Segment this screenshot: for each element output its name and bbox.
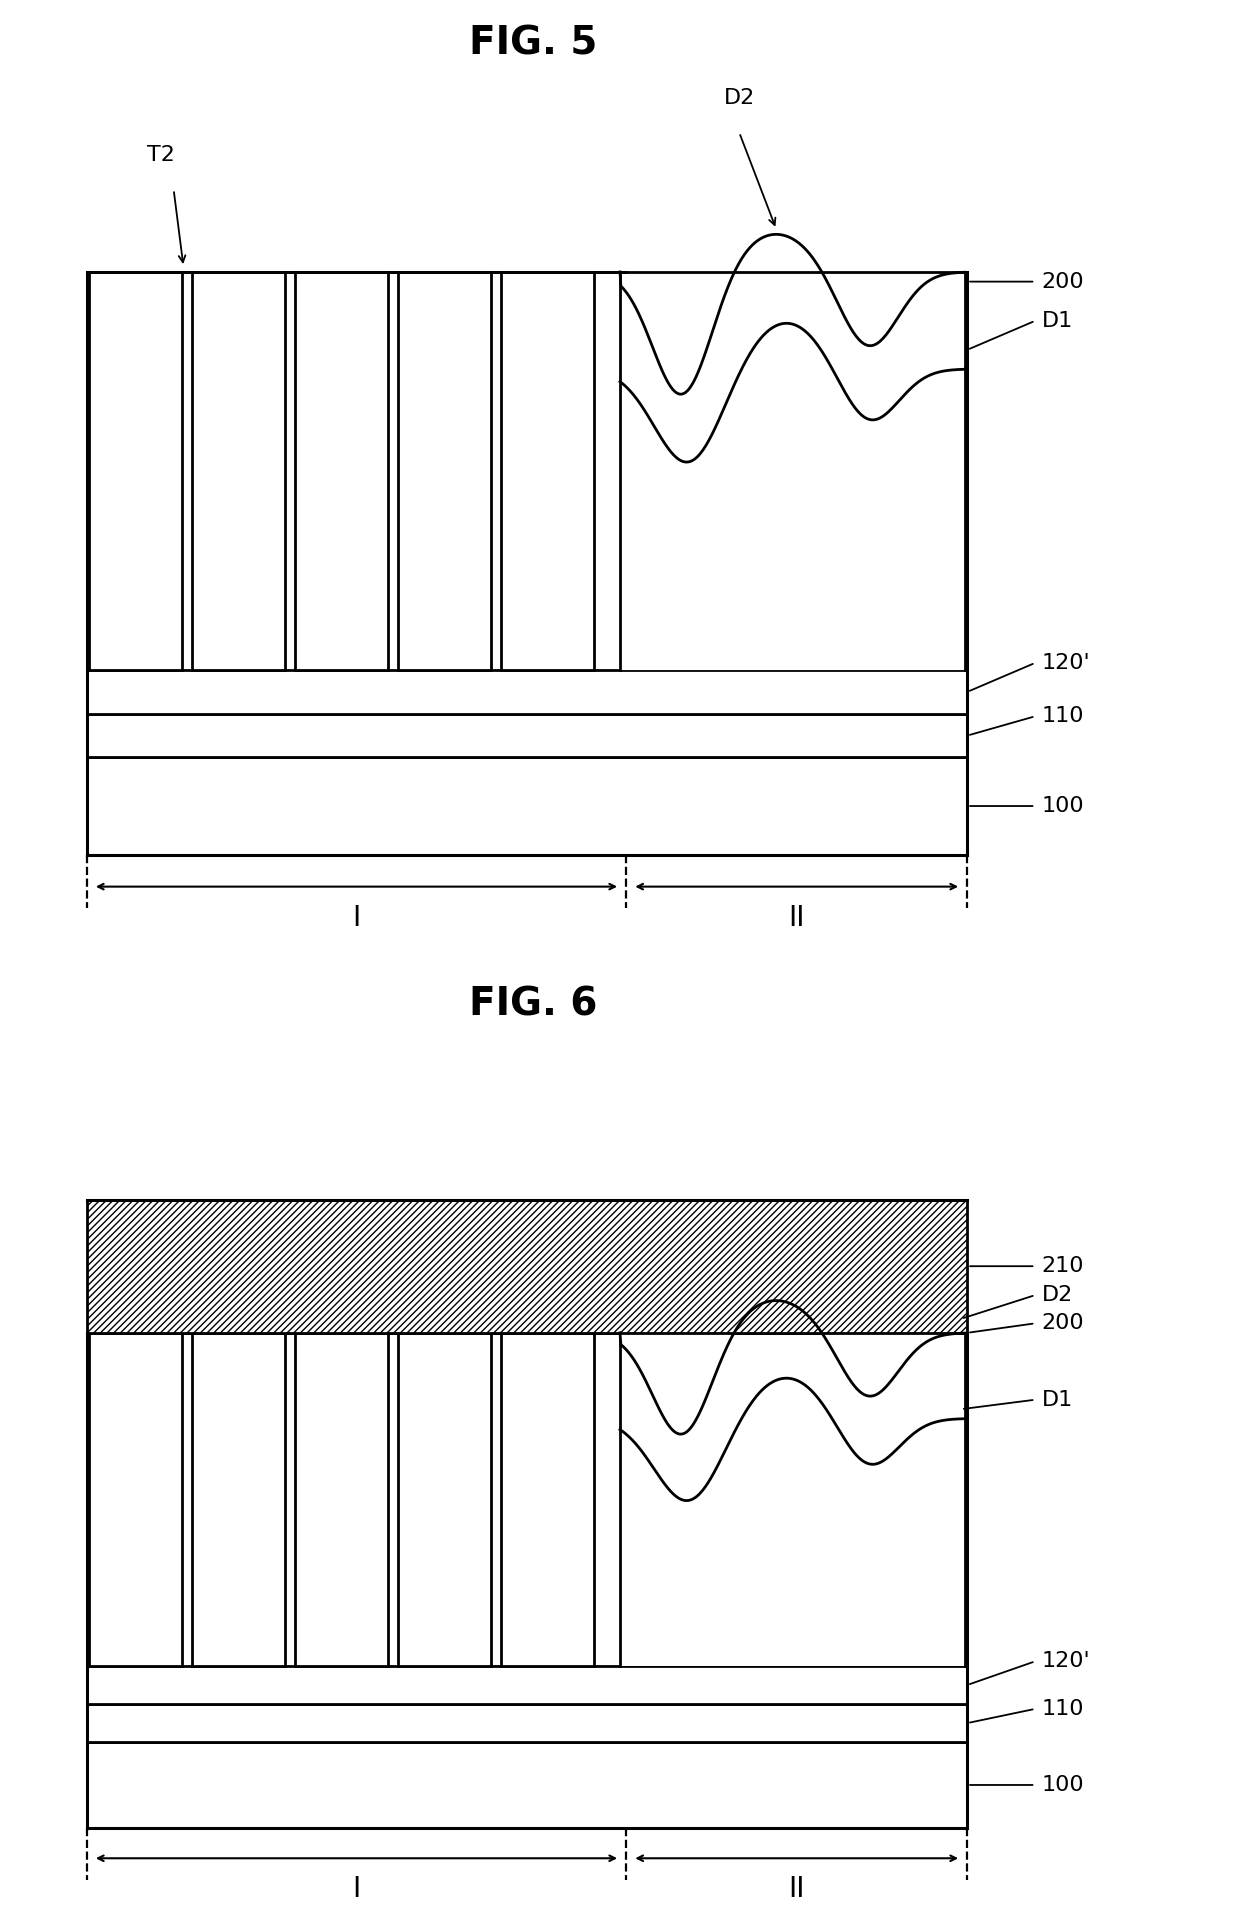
Bar [192, 1333, 285, 1665]
Bar [87, 758, 967, 854]
Bar [87, 1742, 967, 1827]
Text: 120': 120' [1042, 1652, 1090, 1671]
Bar [89, 271, 182, 669]
Text: I: I [352, 1875, 361, 1904]
Text: T2: T2 [148, 144, 175, 165]
Bar [398, 1333, 491, 1665]
Text: 110: 110 [1042, 706, 1084, 727]
Bar [295, 271, 388, 669]
Polygon shape [620, 235, 965, 669]
Bar [501, 1333, 594, 1665]
Text: I: I [352, 904, 361, 933]
Bar [87, 713, 967, 758]
Bar [295, 1333, 388, 1665]
Text: 100: 100 [1042, 796, 1084, 815]
Text: FIG. 5: FIG. 5 [469, 25, 598, 62]
Polygon shape [620, 1300, 965, 1665]
Polygon shape [620, 1300, 965, 1435]
Bar [398, 271, 491, 669]
Bar [501, 271, 594, 669]
Text: 120': 120' [1042, 652, 1090, 673]
Bar [87, 1704, 967, 1742]
Text: 200: 200 [1042, 1313, 1084, 1333]
Text: D2: D2 [724, 88, 755, 108]
Bar [87, 669, 967, 713]
Text: II: II [789, 904, 805, 933]
Text: II: II [789, 1875, 805, 1904]
Bar [87, 1200, 967, 1333]
Text: 110: 110 [1042, 1698, 1084, 1719]
Text: D2: D2 [1042, 1285, 1073, 1306]
Text: D1: D1 [1042, 1390, 1073, 1410]
Text: 200: 200 [1042, 271, 1084, 292]
Bar [89, 1333, 182, 1665]
Bar [192, 271, 285, 669]
Text: 100: 100 [1042, 1775, 1084, 1794]
Text: D1: D1 [1042, 312, 1073, 331]
Text: FIG. 6: FIG. 6 [469, 985, 598, 1023]
Text: 210: 210 [1042, 1256, 1084, 1277]
Bar [87, 1665, 967, 1704]
